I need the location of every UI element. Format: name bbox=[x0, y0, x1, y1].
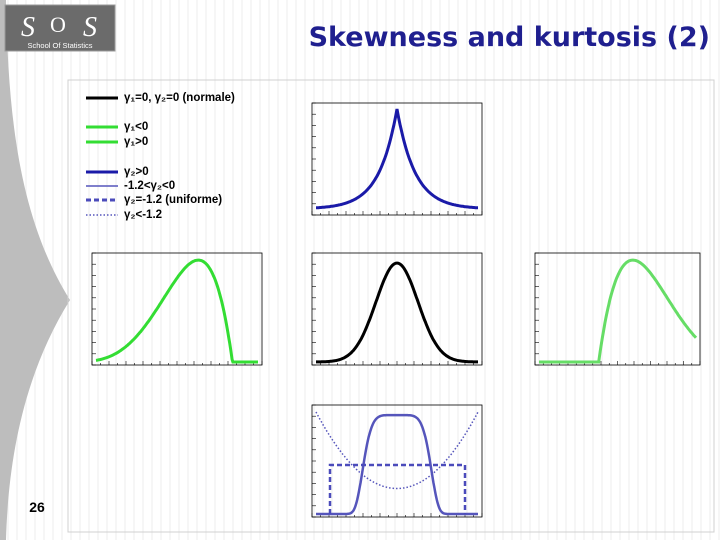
plot-panel bbox=[311, 102, 483, 216]
density-curve bbox=[316, 108, 478, 210]
plot-frame bbox=[91, 252, 263, 366]
legend-label: γ₂<-1.2 bbox=[124, 209, 162, 221]
density-curve bbox=[316, 261, 478, 364]
logo-caption: School Of Statistics bbox=[27, 41, 92, 50]
logo-box bbox=[4, 4, 116, 52]
density-curve bbox=[539, 258, 698, 364]
slide-title: Skewness and kurtosis (2) bbox=[309, 22, 710, 53]
logo-letter: O bbox=[50, 12, 66, 37]
plot-frame bbox=[311, 404, 483, 518]
plot-panel bbox=[91, 252, 263, 366]
legend-label: γ₁=0, γ₂=0 (normale) bbox=[124, 92, 235, 104]
density-curve bbox=[328, 463, 467, 514]
plot-panel bbox=[311, 252, 483, 366]
legend: γ₁=0, γ₂=0 (normale) γ₁<0 γ₁>0 γ₂>0 -1.2<γ₂<… bbox=[86, 92, 235, 221]
plot-panel bbox=[534, 252, 701, 366]
legend-label: -1.2<γ₂<0 bbox=[124, 180, 175, 192]
plot-panel bbox=[311, 404, 483, 518]
density-curve bbox=[316, 413, 478, 516]
logo-letter: S bbox=[21, 12, 35, 43]
density-curve bbox=[315, 411, 479, 490]
decorative-bell bbox=[0, 0, 70, 540]
legend-label: γ₁>0 bbox=[124, 136, 148, 148]
page-number: 26 bbox=[29, 499, 45, 515]
legend-label: γ₂=-1.2 (uniforme) bbox=[124, 194, 222, 206]
legend-label: γ₁<0 bbox=[124, 121, 148, 133]
panels bbox=[91, 102, 701, 518]
plot-frame bbox=[311, 252, 483, 366]
logo-letter: S bbox=[83, 12, 97, 43]
content-frame bbox=[67, 79, 715, 533]
plot-frame bbox=[311, 102, 483, 216]
legend-label: γ₂>0 bbox=[124, 166, 149, 178]
density-curve bbox=[95, 258, 258, 364]
